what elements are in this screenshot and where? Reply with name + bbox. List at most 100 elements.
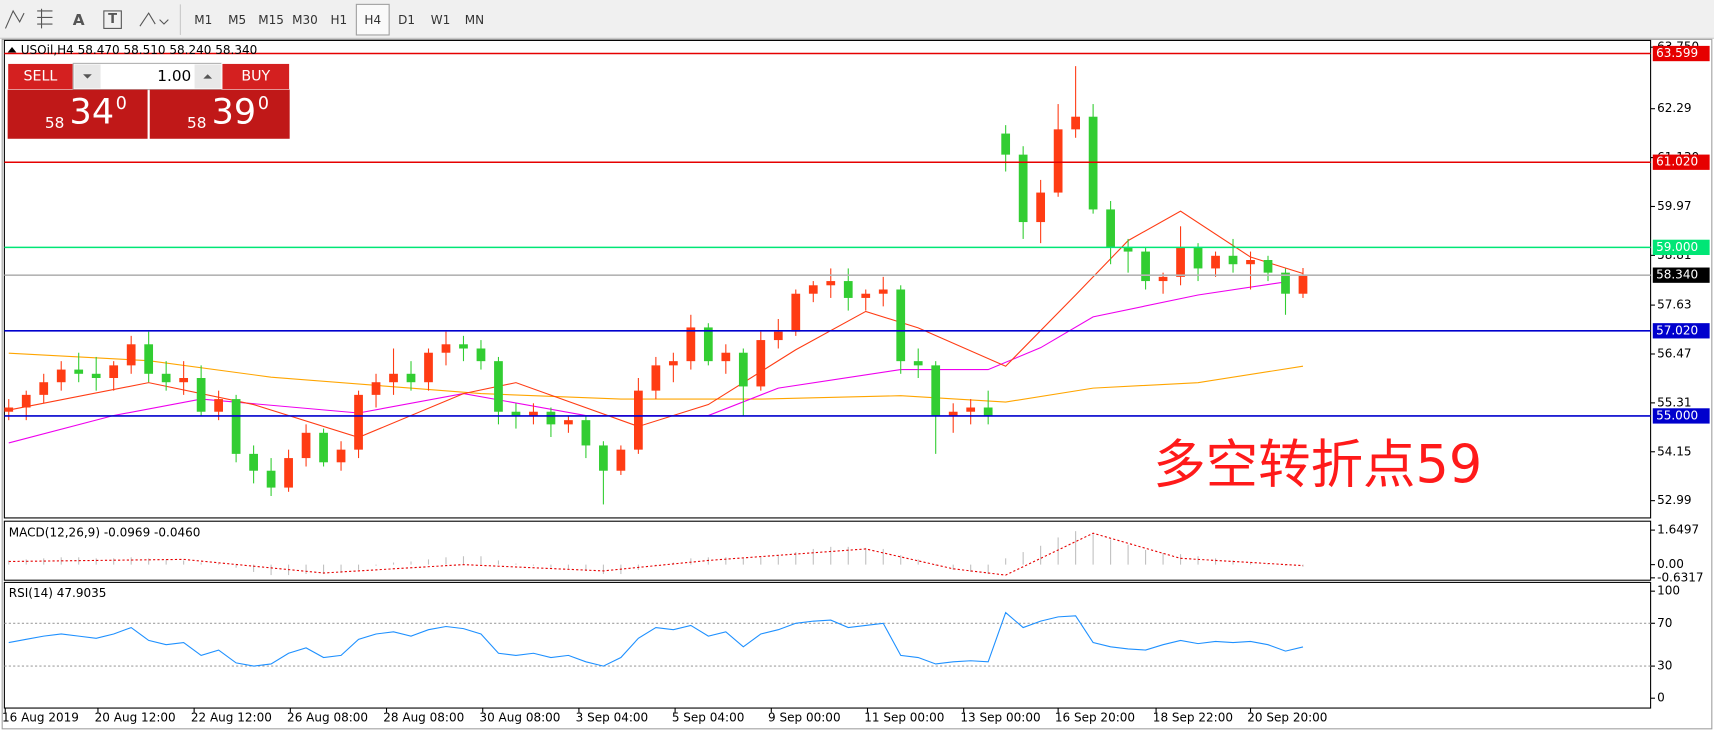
timeframe[interactable]: D1	[398, 13, 415, 27]
timeframe[interactable]: M1	[194, 13, 212, 27]
toolbar	[0, 0, 1714, 39]
candle-body	[109, 365, 119, 379]
timeframe[interactable]: MN	[465, 13, 484, 27]
y-tick-label: 100	[1657, 584, 1680, 598]
rsi-line	[8, 611, 1304, 667]
candle-body	[441, 344, 451, 353]
candle-body	[1141, 251, 1150, 282]
macd-title: MACD(12,26,9) -0.0969 -0.0460	[9, 526, 201, 540]
ask-big: 58	[187, 114, 206, 132]
candle-body	[1281, 272, 1290, 294]
timeframe[interactable]: M5	[228, 13, 246, 27]
bid-main: 34	[70, 93, 115, 133]
tool-icons	[4, 4, 181, 35]
candle-body	[4, 407, 14, 412]
buy-button[interactable]	[221, 62, 291, 91]
level-label: 57.020	[1656, 323, 1698, 337]
chart-title: USOil,H4 58.470 58.510 58.240 58.340	[21, 43, 258, 57]
y-tick-label: -0.6317	[1657, 570, 1703, 584]
timeframe[interactable]: W1	[431, 13, 451, 27]
candle-body	[1298, 275, 1308, 294]
sell-label[interactable]: SELL	[24, 68, 58, 84]
candle-body	[284, 458, 293, 488]
level-label: 59.000	[1656, 240, 1698, 254]
timeframe[interactable]: H1	[331, 13, 348, 27]
chart-frame	[1, 38, 1713, 730]
macd-signal	[8, 532, 1304, 576]
x-tick-label: 20 Sep 20:00	[1247, 710, 1327, 724]
candle-body	[738, 352, 748, 387]
timeframe[interactable]: M30	[292, 13, 318, 27]
candle-body	[126, 344, 136, 366]
tool-text[interactable]: A	[73, 11, 85, 29]
volume-value[interactable]: 1.00	[157, 67, 191, 85]
icon-arrows	[139, 12, 169, 27]
ask-box[interactable]	[149, 89, 290, 139]
candle-body	[931, 365, 941, 416]
y-tick-label: 54.15	[1657, 444, 1691, 458]
y-tick-label: 0.00	[1657, 557, 1684, 571]
trade-panel: SELL 1.00 BUY 58 34 0 58 39 0	[7, 62, 291, 139]
candle-body	[56, 369, 66, 383]
sell-button[interactable]	[7, 62, 74, 91]
ask-sup: 0	[258, 94, 269, 114]
candle-body	[301, 432, 311, 459]
bid-box[interactable]	[7, 89, 148, 139]
level-label: 55.000	[1656, 408, 1698, 422]
candle-body	[389, 373, 398, 383]
candle-body	[826, 281, 836, 286]
y-tick-label: 70	[1657, 616, 1672, 630]
candle-body	[1088, 116, 1098, 210]
level-label-box	[1652, 408, 1710, 424]
timeframe[interactable]: H4	[364, 13, 381, 27]
candle-body	[249, 453, 258, 471]
x-tick-label: 16 Sep 20:00	[1055, 710, 1135, 724]
icon-chart	[4, 9, 25, 29]
arrow-down	[83, 74, 92, 79]
candle-body	[1106, 209, 1115, 248]
level-label-box	[1652, 267, 1710, 283]
icon-text-box	[103, 10, 122, 29]
moving-average	[8, 210, 1304, 439]
candle-body	[1193, 247, 1203, 269]
candle-body	[843, 281, 853, 298]
x-tick-label: 16 Aug 2019	[2, 710, 79, 724]
x-tick-label: 22 Aug 12:00	[191, 710, 272, 724]
candle-body	[721, 352, 731, 362]
main-panel	[3, 39, 1652, 519]
candle-body	[406, 373, 416, 383]
y-tick-label: 57.63	[1657, 298, 1691, 312]
candle-body	[1246, 260, 1255, 265]
candle-body	[703, 327, 713, 362]
candle-body	[651, 365, 661, 391]
candle-body	[74, 369, 84, 374]
candle-body	[616, 449, 626, 471]
candle-body	[1158, 276, 1168, 282]
candle-body	[913, 361, 923, 366]
candle-body	[983, 407, 993, 416]
icon-grid	[37, 8, 53, 29]
rsi-title: RSI(14) 47.9035	[9, 586, 107, 600]
candle-body	[966, 407, 976, 412]
x-tick-label: 5 Sep 04:00	[672, 710, 745, 724]
candle-body	[319, 432, 328, 463]
candle-body	[1053, 129, 1063, 193]
y-tick-label: 62.29	[1657, 101, 1691, 115]
x-tick-label: 20 Aug 12:00	[95, 710, 176, 724]
active-timeframe	[355, 3, 390, 36]
timeframe[interactable]: M15	[258, 13, 284, 27]
rsi-panel	[3, 581, 1652, 709]
buy-label[interactable]: BUY	[241, 68, 270, 84]
candle-body	[1123, 247, 1133, 252]
candle-body	[214, 399, 223, 412]
level-label-box	[1652, 45, 1710, 62]
candle-body	[808, 285, 818, 294]
moving-average	[8, 281, 1286, 444]
candle-body	[1071, 116, 1080, 130]
y-tick-label: 52.99	[1657, 493, 1691, 507]
y-tick-label: 0	[1657, 691, 1665, 705]
tool-label[interactable]: T	[108, 12, 117, 27]
candle-body	[564, 420, 573, 425]
candle-body	[424, 352, 433, 383]
